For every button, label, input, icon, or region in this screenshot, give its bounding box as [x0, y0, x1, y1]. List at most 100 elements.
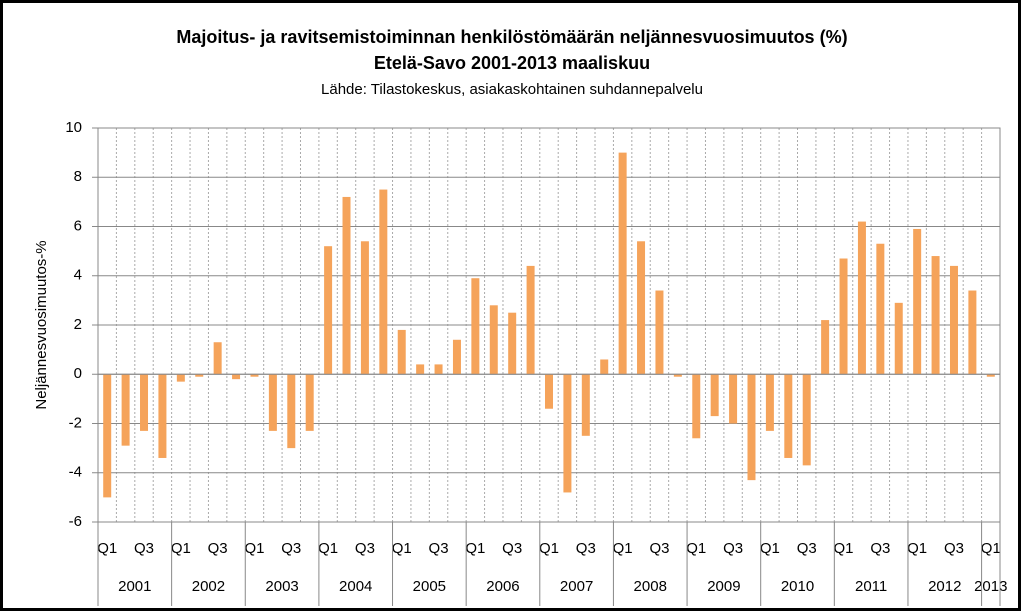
bar — [232, 374, 241, 380]
group-label: 2007 — [560, 578, 593, 595]
bar — [471, 278, 480, 375]
bar — [195, 374, 204, 377]
bar — [305, 374, 314, 431]
bar — [268, 374, 277, 431]
bar — [913, 228, 922, 375]
y-tick-label: -4 — [69, 464, 82, 481]
bar — [876, 243, 885, 375]
y-tick-label: 0 — [74, 365, 82, 382]
chart-title: Majoitus- ja ravitsemistoiminnan henkilö… — [176, 27, 847, 47]
x-tick-label: Q3 — [649, 540, 669, 557]
x-tick-label: Q1 — [318, 540, 338, 557]
x-tick-label: Q1 — [244, 540, 264, 557]
bar — [434, 364, 443, 375]
x-tick-label: Q3 — [576, 540, 596, 557]
x-tick-label: Q3 — [723, 540, 743, 557]
bar — [729, 374, 738, 424]
bar — [802, 374, 811, 466]
bar — [710, 374, 719, 417]
group-label: 2010 — [781, 578, 814, 595]
y-tick-label: -6 — [69, 513, 82, 530]
group-label: 2009 — [707, 578, 740, 595]
bar — [121, 374, 130, 446]
bar — [784, 374, 793, 458]
bar — [931, 256, 940, 375]
x-tick-label: Q1 — [392, 540, 412, 557]
y-tick-label: 8 — [74, 168, 82, 185]
group-label: 2004 — [339, 578, 372, 595]
bar — [968, 290, 977, 375]
bar — [563, 374, 572, 493]
x-tick-label: Q1 — [171, 540, 191, 557]
bar — [673, 374, 682, 377]
group-label: 2002 — [192, 578, 225, 595]
bar — [949, 265, 958, 375]
bar — [452, 339, 461, 375]
bar — [618, 152, 627, 375]
group-label: 2003 — [265, 578, 298, 595]
x-tick-label: Q3 — [870, 540, 890, 557]
bar — [416, 364, 425, 375]
bar — [526, 265, 535, 375]
bar — [986, 374, 995, 377]
bar — [250, 374, 259, 377]
x-tick-label: Q1 — [760, 540, 780, 557]
bar — [894, 302, 903, 375]
y-tick-label: 4 — [74, 267, 82, 284]
y-tick-label: -2 — [69, 414, 82, 431]
x-tick-label: Q3 — [208, 540, 228, 557]
x-tick-label: Q3 — [429, 540, 449, 557]
bar — [379, 189, 388, 375]
bar — [213, 342, 222, 375]
bar — [600, 359, 609, 375]
y-tick-label: 2 — [74, 316, 82, 333]
bar — [140, 374, 149, 431]
group-label: 2013 — [974, 578, 1007, 595]
bar — [489, 305, 498, 375]
chart-title: Etelä-Savo 2001-2013 maaliskuu — [374, 53, 650, 73]
group-label: 2006 — [486, 578, 519, 595]
bar — [508, 312, 517, 375]
bar — [692, 374, 701, 439]
x-tick-label: Q1 — [539, 540, 559, 557]
x-tick-label: Q3 — [355, 540, 375, 557]
x-tick-label: Q1 — [907, 540, 927, 557]
x-tick-label: Q3 — [502, 540, 522, 557]
group-label: 2005 — [413, 578, 446, 595]
bar — [397, 329, 406, 375]
x-tick-label: Q1 — [613, 540, 633, 557]
bar — [655, 290, 664, 375]
bar — [637, 241, 646, 375]
group-label: 2008 — [634, 578, 667, 595]
bar — [287, 374, 296, 449]
bar — [360, 241, 369, 375]
bar — [821, 320, 830, 375]
bar — [765, 374, 774, 431]
x-tick-label: Q1 — [686, 540, 706, 557]
y-tick-label: 10 — [65, 119, 82, 136]
bar — [324, 246, 333, 375]
chart-subtitle: Lähde: Tilastokeskus, asiakaskohtainen s… — [321, 81, 703, 98]
bar — [342, 196, 351, 375]
x-tick-label: Q3 — [797, 540, 817, 557]
y-axis-label: Neljännesvuosimuutos-% — [33, 240, 50, 409]
y-tick-label: 6 — [74, 217, 82, 234]
bar — [176, 374, 185, 382]
bar — [581, 374, 590, 436]
x-tick-label: Q1 — [97, 540, 117, 557]
x-tick-label: Q1 — [981, 540, 1001, 557]
x-tick-label: Q3 — [944, 540, 964, 557]
group-label: 2011 — [855, 578, 887, 595]
x-tick-label: Q1 — [834, 540, 854, 557]
group-label: 2012 — [928, 578, 961, 595]
bar — [747, 374, 756, 481]
bar — [158, 374, 167, 458]
x-tick-label: Q3 — [134, 540, 154, 557]
bar — [839, 258, 848, 375]
bar — [103, 374, 112, 498]
x-tick-label: Q1 — [465, 540, 485, 557]
x-tick-label: Q3 — [281, 540, 301, 557]
bar — [857, 221, 866, 375]
bar — [545, 374, 553, 409]
